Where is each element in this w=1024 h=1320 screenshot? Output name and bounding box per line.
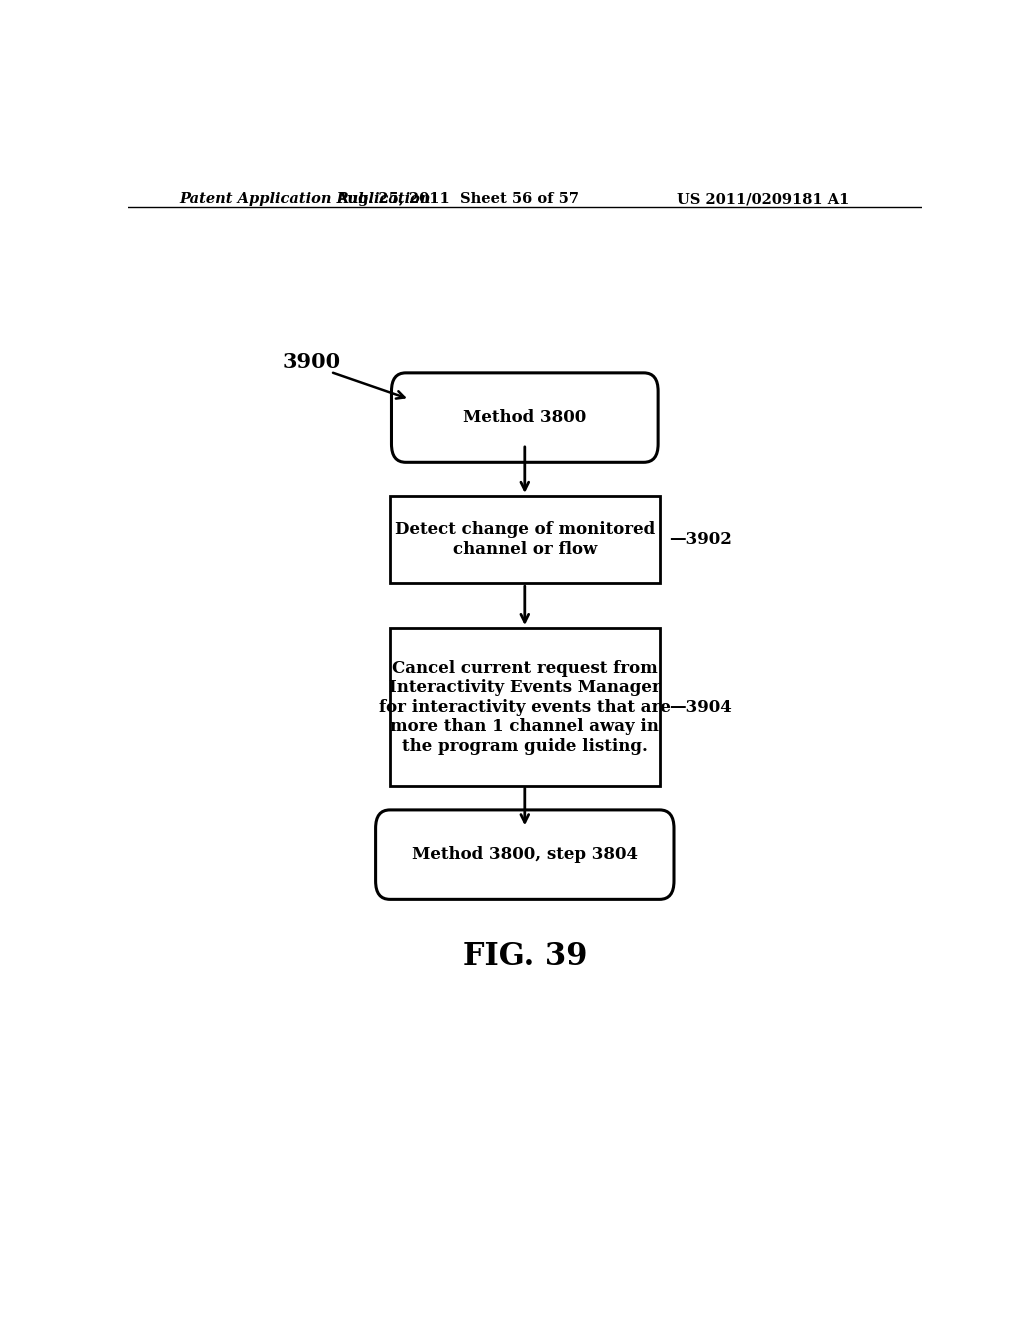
Text: Cancel current request from
Interactivity Events Manager
for interactivity event: Cancel current request from Interactivit… [379, 660, 671, 755]
Text: FIG. 39: FIG. 39 [463, 941, 587, 972]
FancyBboxPatch shape [390, 628, 659, 785]
Text: Patent Application Publication: Patent Application Publication [179, 191, 431, 206]
FancyBboxPatch shape [391, 372, 658, 462]
Text: 3900: 3900 [283, 351, 341, 372]
FancyBboxPatch shape [376, 810, 674, 899]
Text: US 2011/0209181 A1: US 2011/0209181 A1 [677, 191, 849, 206]
Text: —3904: —3904 [670, 698, 732, 715]
Text: —3902: —3902 [670, 531, 732, 548]
FancyBboxPatch shape [390, 496, 659, 582]
Text: Method 3800: Method 3800 [463, 409, 587, 426]
Text: Method 3800, step 3804: Method 3800, step 3804 [412, 846, 638, 863]
Text: Detect change of monitored
channel or flow: Detect change of monitored channel or fl… [394, 521, 655, 558]
Text: Aug. 25, 2011  Sheet 56 of 57: Aug. 25, 2011 Sheet 56 of 57 [336, 191, 579, 206]
